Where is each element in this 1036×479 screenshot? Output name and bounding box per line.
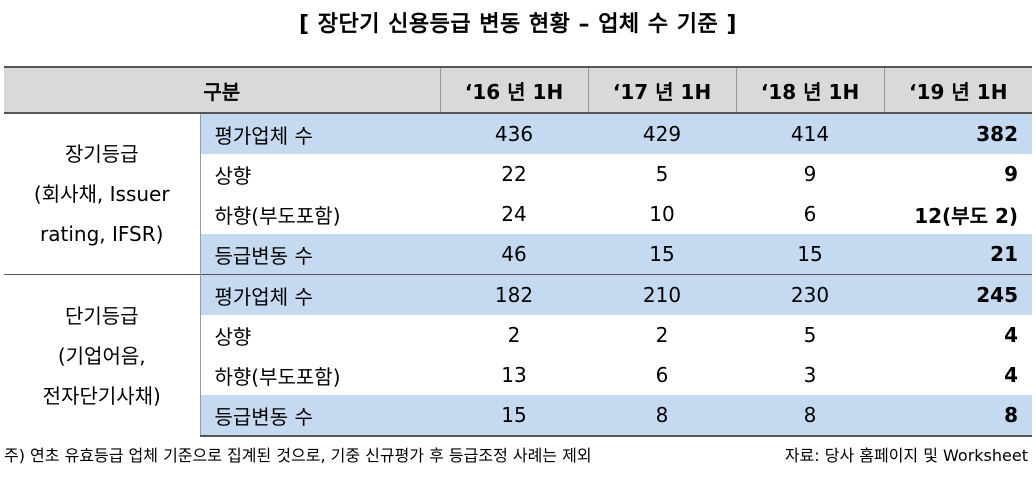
header-year-2016: ‘16 년 1H bbox=[439, 66, 588, 114]
table-row: 단기등급 (기업어음, 전자단기사채) 평가업체 수 182 210 230 2… bbox=[4, 274, 1032, 436]
group-label-line: (회사채, Issuer bbox=[33, 182, 170, 206]
cell-value: 13 bbox=[501, 363, 527, 387]
table-row: 장기등급 (회사채, Issuer rating, IFSR) 평가업체 수 4… bbox=[4, 113, 1032, 275]
row-label: 하향(부도포함) bbox=[214, 364, 341, 389]
cell-value: 182 bbox=[440, 274, 588, 315]
header-year-2018: ‘18 년 1H bbox=[735, 66, 884, 114]
cell-value: 8 bbox=[588, 395, 736, 437]
table-row: 하향(부도포함) 24 10 6 12(부도 2) bbox=[4, 194, 1032, 234]
cell-value: 6 bbox=[655, 363, 669, 387]
cell-value-latest: 4 bbox=[1004, 363, 1018, 387]
group-label-line: 장기등급 bbox=[64, 142, 139, 166]
cell-value-latest: 8 bbox=[884, 395, 1032, 437]
cell-value-latest: 382 bbox=[884, 113, 1032, 154]
cell-value: 2 bbox=[507, 323, 521, 347]
cell-value: 15 bbox=[588, 234, 736, 275]
cell-value: 5 bbox=[803, 323, 817, 347]
cell-value: 6 bbox=[803, 202, 817, 226]
row-label: 평가업체 수 bbox=[200, 274, 440, 315]
row-label: 등급변동 수 bbox=[200, 234, 440, 275]
cell-value: 230 bbox=[736, 274, 884, 315]
cell-value-latest: 245 bbox=[884, 274, 1032, 315]
group-label-line: 전자단기사채) bbox=[42, 383, 161, 408]
credit-rating-table: 구분 ‘16 년 1H ‘17 년 1H ‘18 년 1H ‘19 년 1H 장… bbox=[4, 66, 1032, 437]
cell-value: 9 bbox=[803, 162, 817, 186]
cell-value: 10 bbox=[649, 202, 675, 226]
header-category: 구분 bbox=[4, 66, 440, 114]
cell-value: 24 bbox=[501, 202, 527, 226]
group-label-short-term: 단기등급 (기업어음, 전자단기사채) bbox=[4, 274, 201, 436]
table-row: 등급변동 수 46 15 15 21 bbox=[4, 234, 1032, 275]
footnote: 주) 연초 유효등급 업체 기준으로 집계된 것으로, 기중 신규평가 후 등급… bbox=[4, 446, 592, 465]
cell-value: 8 bbox=[736, 395, 884, 437]
row-label: 평가업체 수 bbox=[200, 113, 440, 154]
row-label: 상향 bbox=[214, 324, 252, 349]
cell-value: 436 bbox=[440, 113, 588, 154]
cell-value: 2 bbox=[655, 323, 669, 347]
source-note: 자료: 당사 홈페이지 및 Worksheet bbox=[784, 446, 1028, 465]
cell-value-latest: 4 bbox=[1004, 323, 1018, 347]
cell-value-latest: 9 bbox=[1004, 162, 1018, 186]
table-row: 등급변동 수 15 8 8 8 bbox=[4, 395, 1032, 437]
cell-value: 5 bbox=[655, 162, 669, 186]
table-row: 하향(부도포함) 13 6 3 4 bbox=[4, 355, 1032, 395]
cell-value-latest: 12(부도 2) bbox=[914, 203, 1018, 228]
group-label-long-term: 장기등급 (회사채, Issuer rating, IFSR) bbox=[4, 113, 201, 275]
header-year-2019: ‘19 년 1H bbox=[883, 66, 1032, 114]
cell-value: 15 bbox=[736, 234, 884, 275]
cell-value: 414 bbox=[736, 113, 884, 154]
cell-value: 15 bbox=[440, 395, 588, 437]
header-row: 구분 ‘16 년 1H ‘17 년 1H ‘18 년 1H ‘19 년 1H bbox=[4, 66, 1032, 114]
group-label-line: rating, IFSR) bbox=[40, 222, 164, 246]
header-year-2017: ‘17 년 1H bbox=[587, 66, 736, 114]
table-row: 상향 2 2 5 4 bbox=[4, 315, 1032, 355]
cell-value: 3 bbox=[803, 363, 817, 387]
group-label-line: (기업어음, bbox=[57, 343, 146, 368]
page-title: [ 장단기 신용등급 변동 현황 – 업체 수 기준 ] bbox=[299, 12, 737, 37]
cell-value: 429 bbox=[588, 113, 736, 154]
table-row: 상향 22 5 9 9 bbox=[4, 154, 1032, 194]
row-label: 하향(부도포함) bbox=[214, 203, 341, 228]
cell-value-latest: 21 bbox=[884, 234, 1032, 275]
row-label: 등급변동 수 bbox=[200, 395, 440, 437]
cell-value: 22 bbox=[501, 162, 527, 186]
cell-value: 46 bbox=[440, 234, 588, 275]
group-label-line: 단기등급 bbox=[64, 303, 139, 328]
cell-value: 210 bbox=[588, 274, 736, 315]
row-label: 상향 bbox=[214, 163, 252, 188]
